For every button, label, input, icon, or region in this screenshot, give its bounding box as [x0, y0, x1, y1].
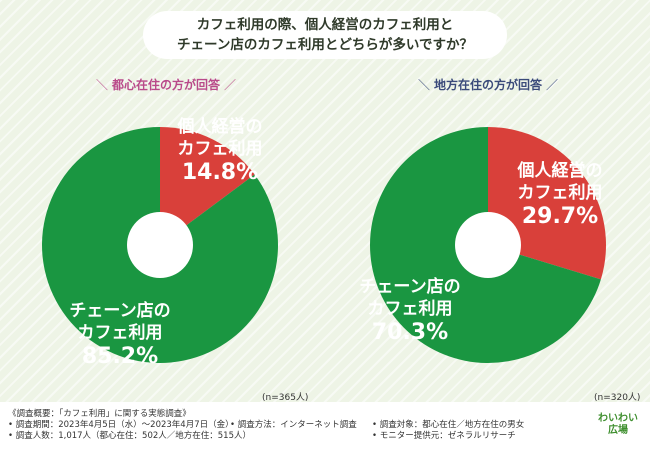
- right-red-percent: 29.7%: [521, 204, 599, 229]
- title-line-1: カフェ利用の際、個人経営のカフェ利用と: [196, 17, 454, 33]
- right-green-category-1: チェーン店の: [359, 277, 461, 297]
- left-green-percent: 85.2%: [81, 344, 159, 369]
- footer-summary: 《調査概要：「カフェ利用」に関する実態調査》: [8, 409, 191, 419]
- logo-line-1: わいわい: [598, 413, 638, 424]
- footer-count: • 調査人数：1,017人（都心在住：502人／地方在住：515人）: [8, 431, 251, 441]
- left-green-category-1: チェーン店の: [69, 301, 171, 321]
- right-red-category-2: カフェ利用: [517, 183, 603, 203]
- left-red-label: 個人経営の カフェ利用 14.8%: [160, 116, 280, 186]
- left-red-percent: 14.8%: [181, 160, 259, 185]
- left-chart-title: 都心在住の方が回答: [112, 78, 221, 92]
- title-banner: カフェ利用の際、個人経営のカフェ利用と チェーン店のカフェ利用とどちらが多いです…: [143, 11, 507, 59]
- right-green-category-2: カフェ利用: [367, 299, 453, 319]
- left-green-label: チェーン店の カフェ利用 85.2%: [50, 300, 190, 370]
- logo-line-2: 広場: [608, 425, 628, 436]
- slash-close: ／: [224, 78, 237, 92]
- footer-method: • 調査方法：インターネット調査: [230, 420, 357, 430]
- chart-1-center-hole: [455, 212, 521, 278]
- right-green-percent: 70.3%: [371, 320, 449, 345]
- left-red-category-1: 個人経営の: [177, 117, 263, 137]
- right-red-category-1: 個人経営の: [517, 161, 603, 181]
- chart-0-slice-0: [160, 127, 255, 245]
- left-green-category-2: カフェ利用: [77, 323, 163, 343]
- slash-open: ＼: [96, 78, 109, 92]
- slash-close: ／: [546, 78, 559, 92]
- footer-monitor: • モニター提供元：ゼネラルリサーチ: [372, 431, 516, 441]
- survey-footer: 《調査概要：「カフェ利用」に関する実態調査》 • 調査期間：2023年4月5日（…: [0, 402, 650, 450]
- slash-open: ＼: [418, 78, 431, 92]
- footer-target: • 調査対象：都心在住／地方在住の男女: [372, 420, 525, 430]
- footer-col-3: • 調査対象：都心在住／地方在住の男女 • モニター提供元：ゼネラルリサーチ: [372, 420, 524, 442]
- title-line-2: チェーン店のカフェ利用とどちらが多いですか？: [177, 37, 473, 53]
- left-red-category-2: カフェ利用: [177, 139, 263, 159]
- left-chart-heading: ＼ 都心在住の方が回答／: [92, 76, 240, 93]
- right-chart-heading: ＼ 地方在住の方が回答／: [414, 76, 562, 93]
- footer-col-1: 《調査概要：「カフェ利用」に関する実態調査》 • 調査期間：2023年4月5日（…: [8, 409, 251, 442]
- right-red-label: 個人経営の カフェ利用 29.7%: [500, 160, 620, 230]
- chart-0-center-hole: [127, 212, 193, 278]
- right-sample-size: (n=320人): [594, 393, 641, 403]
- left-sample-size: (n=365人): [262, 393, 309, 403]
- footer-period: • 調査期間：2023年4月5日（水）～2023年4月7日（金）: [8, 420, 234, 430]
- waiwai-hiroba-logo: わいわい 広場: [594, 402, 642, 448]
- right-chart-title: 地方在住の方が回答: [434, 78, 543, 92]
- footer-col-2: • 調査方法：インターネット調査: [230, 420, 357, 431]
- right-green-label: チェーン店の カフェ利用 70.3%: [340, 276, 480, 346]
